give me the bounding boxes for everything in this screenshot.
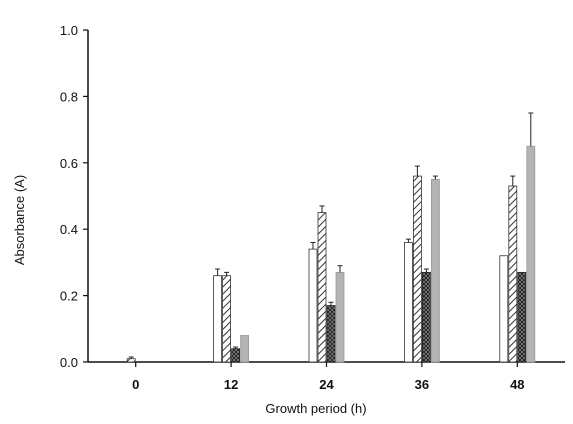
- y-tick-label: 0.8: [60, 89, 78, 104]
- bar: [403, 242, 413, 363]
- bar: [213, 275, 223, 363]
- bar: [430, 178, 440, 363]
- bar: [231, 348, 241, 363]
- x-axis-title: Growth period (h): [265, 401, 366, 416]
- bar: [335, 271, 345, 363]
- x-tick-label: 48: [510, 377, 524, 392]
- bar: [317, 212, 327, 363]
- bar: [326, 305, 336, 363]
- y-tick-label: 0.6: [60, 156, 78, 171]
- bar: [308, 248, 318, 363]
- bar: [421, 271, 431, 363]
- bar: [499, 255, 509, 363]
- y-tick-label: 0.2: [60, 289, 78, 304]
- bar: [412, 175, 422, 363]
- y-tick-label: 0.0: [60, 355, 78, 370]
- bars-group: [126, 112, 536, 363]
- y-axis-title: Absorbance (A): [12, 175, 27, 265]
- y-tick-label: 0.4: [60, 222, 78, 237]
- x-tick-label: 12: [224, 377, 238, 392]
- bar: [126, 358, 136, 363]
- x-tick-label: 0: [132, 377, 139, 392]
- x-tick-label: 24: [319, 377, 334, 392]
- x-tick-label: 36: [415, 377, 429, 392]
- bar: [222, 275, 232, 363]
- bar: [517, 271, 527, 363]
- bar: [240, 335, 250, 363]
- bar: [508, 185, 518, 363]
- axes: 0.0 0.2 0.4 0.6 0.8 1.0 0 12 24 36 48: [60, 23, 565, 392]
- bar: [526, 145, 536, 363]
- y-tick-label: 1.0: [60, 23, 78, 38]
